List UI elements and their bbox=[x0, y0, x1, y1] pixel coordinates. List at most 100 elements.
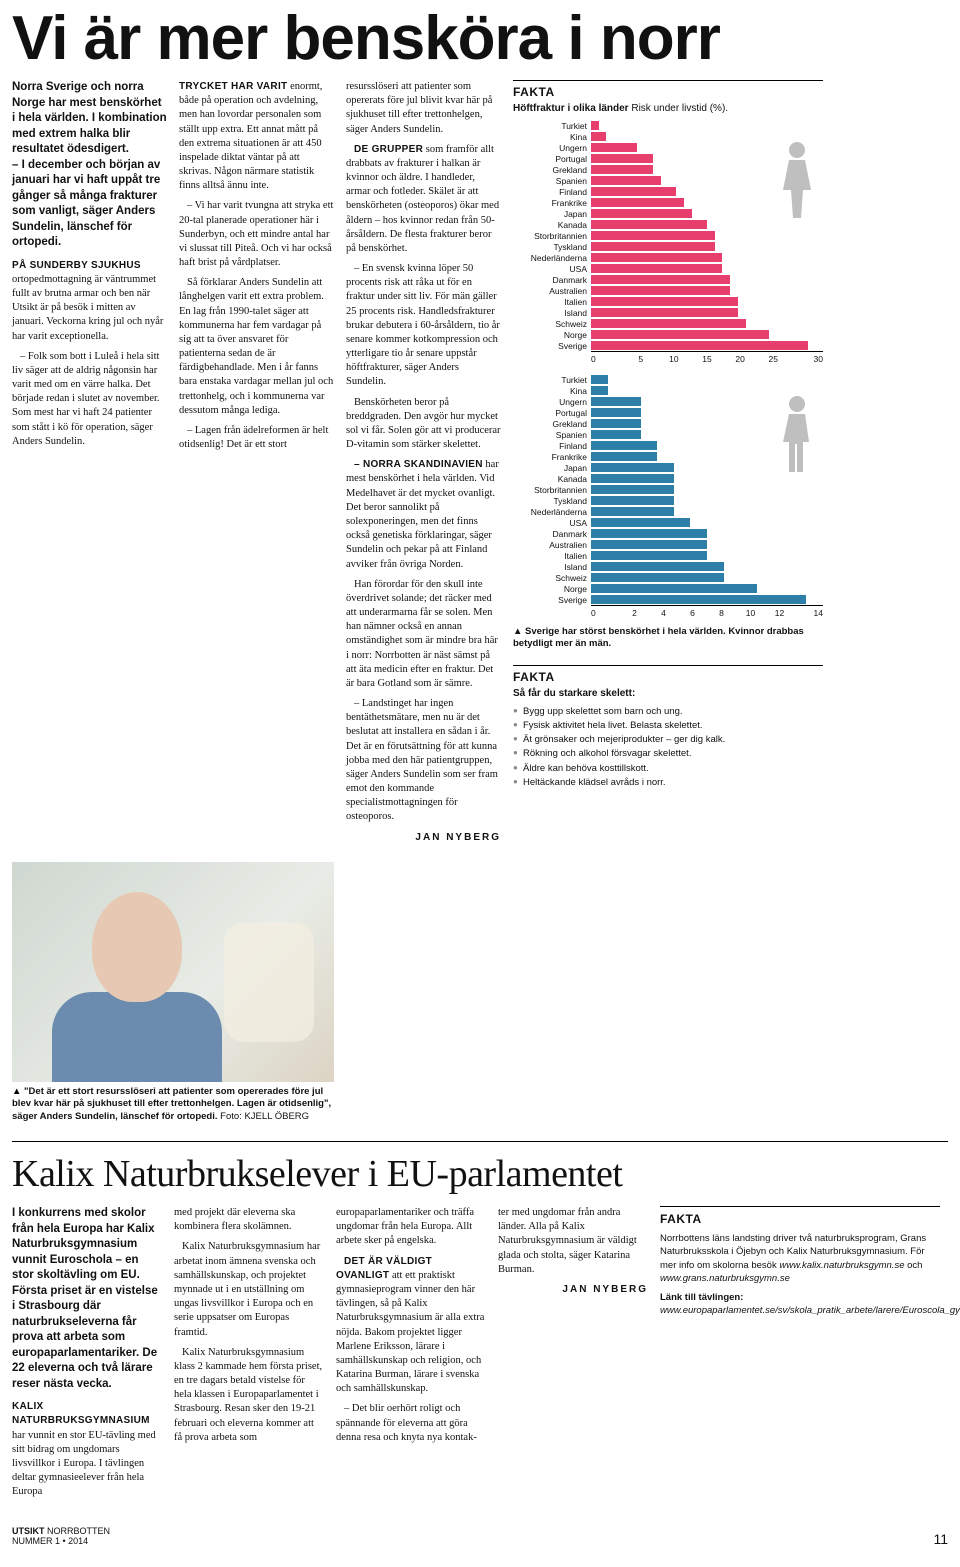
bullet-item: Rökning och alkohol försvagar skelettet. bbox=[513, 747, 823, 761]
chart-bar bbox=[591, 529, 707, 538]
chart-label: Australien bbox=[513, 286, 591, 296]
article1-col3: resursslöseri att patienter som opererat… bbox=[346, 80, 501, 844]
chart-caption: ▲ Sverige har störst benskörhet i hela v… bbox=[513, 626, 823, 651]
fakta3-head: FAKTA bbox=[660, 1211, 940, 1228]
article1-photo bbox=[12, 862, 334, 1082]
chart-row: Italien bbox=[513, 550, 823, 561]
chart-bar bbox=[591, 584, 757, 593]
article1-grid: Norra Sverige och norra Norge har mest b… bbox=[12, 80, 948, 1123]
chart-bar bbox=[591, 220, 707, 229]
chart-bar bbox=[591, 165, 653, 174]
col3-p7: – Landstinget har ingen bentäthetsmätare… bbox=[346, 697, 501, 825]
article2-byline: JAN NYBERG bbox=[498, 1283, 648, 1297]
chart-row: Nederländerna bbox=[513, 252, 823, 263]
fakta1-sub: Höftfraktur i olika länder Risk under li… bbox=[513, 103, 823, 114]
chart-bar bbox=[591, 209, 692, 218]
chart-label: Island bbox=[513, 308, 591, 318]
chart-bar bbox=[591, 419, 641, 428]
chart-row: USA bbox=[513, 263, 823, 274]
col3-p3: – En svensk kvinna löper 50 procents ris… bbox=[346, 262, 501, 390]
chart-label: Portugal bbox=[513, 154, 591, 164]
chart-label: Tyskland bbox=[513, 496, 591, 506]
woman-icon bbox=[777, 140, 817, 220]
article1-col2: TRYCKET HAR VARIT enormt, både på operat… bbox=[179, 80, 334, 844]
chart-bar bbox=[591, 308, 738, 317]
chart-bar bbox=[591, 330, 769, 339]
chart-row: Turkiet bbox=[513, 374, 823, 385]
page-footer: UTSIKT NORRBOTTENNUMMER 1 • 2014 11 bbox=[12, 1526, 948, 1548]
col1-p2: – Folk som bott i Luleå i hela sitt liv … bbox=[12, 350, 167, 449]
fakta3-p1: Norrbottens läns landsting driver två na… bbox=[660, 1232, 940, 1285]
bullet-item: Äldre kan behöva kosttillskott. bbox=[513, 762, 823, 776]
chart-label: Frankrike bbox=[513, 198, 591, 208]
chart-label: Italien bbox=[513, 551, 591, 561]
fakta1-head: FAKTA bbox=[513, 85, 823, 99]
chart-row: Kanada bbox=[513, 219, 823, 230]
article2-intro: I konkurrens med skolor från hela Europa… bbox=[12, 1206, 162, 1392]
chart-label: Nederländerna bbox=[513, 507, 591, 517]
chart-bar bbox=[591, 386, 608, 395]
fakta2-head: FAKTA bbox=[513, 670, 823, 684]
article2-headline: Kalix Naturbrukselever i EU-parlamentet bbox=[12, 1152, 948, 1196]
chart-label: Turkiet bbox=[513, 121, 591, 131]
chart-bar bbox=[591, 198, 684, 207]
chart-axis: 051015202530 bbox=[591, 351, 823, 364]
col3-p4: Benskörheten beror på breddgraden. Den a… bbox=[346, 396, 501, 453]
chart-label: Grekland bbox=[513, 165, 591, 175]
article1-byline: JAN NYBERG bbox=[346, 831, 501, 845]
chart-bar bbox=[591, 286, 730, 295]
chart-row: Kanada bbox=[513, 473, 823, 484]
chart-bar bbox=[591, 121, 599, 130]
chart-label: Turkiet bbox=[513, 375, 591, 385]
chart-label: Sverige bbox=[513, 595, 591, 605]
chart-row: Sverige bbox=[513, 594, 823, 605]
chart-row: Tyskland bbox=[513, 495, 823, 506]
chart-label: USA bbox=[513, 518, 591, 528]
chart-label: Sverige bbox=[513, 341, 591, 351]
chart-label: Kina bbox=[513, 386, 591, 396]
chart-bar bbox=[591, 253, 722, 262]
col3-p1: resursslöseri att patienter som opererat… bbox=[346, 80, 501, 137]
chart-bar bbox=[591, 397, 641, 406]
chart-label: Australien bbox=[513, 540, 591, 550]
chart-bar bbox=[591, 341, 808, 350]
article2-col3: europaparlamentariker och träffa ungdoma… bbox=[336, 1206, 486, 1505]
article2-grid: I konkurrens med skolor från hela Europa… bbox=[12, 1206, 948, 1505]
chart-label: Danmark bbox=[513, 275, 591, 285]
chart-label: Kanada bbox=[513, 220, 591, 230]
chart-label: Grekland bbox=[513, 419, 591, 429]
chart-bar bbox=[591, 463, 674, 472]
col2-p4: – Lagen från ädelreformen är helt otidse… bbox=[179, 424, 334, 452]
chart-label: Norge bbox=[513, 584, 591, 594]
chart-bar bbox=[591, 496, 674, 505]
fakta-bullets: FAKTA Så får du starkare skelett: Bygg u… bbox=[513, 665, 823, 791]
chart-bar bbox=[591, 452, 657, 461]
col3-p6: Han förordar för den skull inte överdriv… bbox=[346, 578, 501, 691]
chart-label: Spanien bbox=[513, 176, 591, 186]
chart-label: Italien bbox=[513, 297, 591, 307]
chart-bar bbox=[591, 264, 722, 273]
chart-row: Australien bbox=[513, 539, 823, 550]
bullet-item: Fysisk aktivitet hela livet. Belasta ske… bbox=[513, 719, 823, 733]
a2c2-p1: med projekt där eleverna ska kombinera f… bbox=[174, 1206, 324, 1234]
chart-bar bbox=[591, 540, 707, 549]
article2-col1: I konkurrens med skolor från hela Europa… bbox=[12, 1206, 162, 1505]
a2c2-p2: Kalix Naturbruksgymnasium har arbetat in… bbox=[174, 1240, 324, 1339]
bullet-item: Bygg upp skelettet som barn och ung. bbox=[513, 705, 823, 719]
magazine-tag: UTSIKT NORRBOTTENNUMMER 1 • 2014 bbox=[12, 1526, 110, 1548]
chart-bar bbox=[591, 143, 637, 152]
chart-bar bbox=[591, 518, 690, 527]
chart-row: Schweiz bbox=[513, 318, 823, 329]
bullet-list: Bygg upp skelettet som barn och ung.Fysi… bbox=[513, 705, 823, 791]
col3-p5: – NORRA SKANDINAVIEN har mest benskörhet… bbox=[346, 458, 501, 571]
chart-bar bbox=[591, 242, 715, 251]
chart-label: Ungern bbox=[513, 397, 591, 407]
fakta-chart: FAKTA Höftfraktur i olika länder Risk un… bbox=[513, 80, 823, 651]
man-icon bbox=[777, 394, 817, 474]
chart-label: Storbritannien bbox=[513, 231, 591, 241]
chart-bar bbox=[591, 573, 724, 582]
chart-label: Schweiz bbox=[513, 573, 591, 583]
chart-bar bbox=[591, 275, 730, 284]
chart-bar bbox=[591, 187, 676, 196]
divider bbox=[12, 1141, 948, 1142]
